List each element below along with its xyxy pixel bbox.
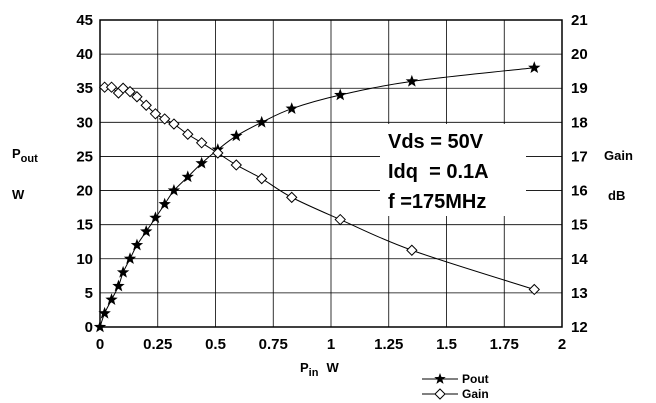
x-tick-label: 1.25 xyxy=(374,336,403,353)
x-tick-label: 1.5 xyxy=(436,336,457,353)
x-label-main: P xyxy=(300,360,309,375)
x-axis-ticks: 0 0.25 0.5 0.75 1 1.25 1.5 1.75 2 xyxy=(96,336,566,353)
gain-point xyxy=(140,99,152,111)
y-left-tick-label: 25 xyxy=(76,148,93,165)
pout-point xyxy=(167,184,181,196)
x-tick-label: 0 xyxy=(96,336,104,353)
pout-point xyxy=(116,265,130,278)
pout-point xyxy=(528,61,541,74)
pout-point xyxy=(334,88,347,101)
y-right-tick-label: 13 xyxy=(571,285,588,302)
annotation-idq: Idq = 0.1A xyxy=(388,161,489,183)
y-left-axis-ticks: 0 5 10 15 20 25 30 35 40 45 xyxy=(76,12,93,336)
gain-point xyxy=(168,118,180,130)
pout-point xyxy=(195,156,208,169)
y-right-tick-label: 20 xyxy=(571,46,588,63)
gain-point xyxy=(255,172,268,185)
y-left-tick-label: 45 xyxy=(76,12,93,29)
x-tick-label: 2 xyxy=(558,336,566,353)
pout-point xyxy=(130,238,144,251)
y-left-tick-label: 20 xyxy=(76,183,93,200)
y-left-tick-label: 40 xyxy=(76,46,93,63)
y-left-label-main: P xyxy=(12,146,21,161)
y-left-tick-label: 15 xyxy=(76,217,93,234)
y-left-tick-label: 30 xyxy=(76,114,93,131)
pout-point xyxy=(255,115,268,128)
y-left-tick-label: 5 xyxy=(85,285,93,302)
pout-point xyxy=(98,306,111,319)
plot-frame xyxy=(99,19,563,328)
x-tick-label: 1.75 xyxy=(490,336,519,353)
y-left-tick-label: 35 xyxy=(76,80,93,97)
gain-point xyxy=(182,128,194,140)
pout-point xyxy=(105,293,118,305)
y-right-tick-label: 12 xyxy=(571,319,588,336)
y-left-label-sub: out xyxy=(21,153,38,165)
y-right-tick-label: 16 xyxy=(571,183,588,200)
y-right-tick-label: 14 xyxy=(571,251,588,268)
y-left-axis-label: Pout xyxy=(12,146,38,165)
series-markers xyxy=(93,61,541,333)
pout-point xyxy=(230,129,243,142)
annotation-freq: f =175MHz xyxy=(388,191,486,213)
legend-star-icon xyxy=(434,373,446,384)
legend-gain-label: Gain xyxy=(462,387,489,401)
x-tick-label: 0.5 xyxy=(205,336,226,353)
x-tick-label: 0.75 xyxy=(259,336,288,353)
gain-point xyxy=(149,108,162,120)
gain-point xyxy=(158,113,171,125)
pout-point xyxy=(149,211,162,224)
pout-point xyxy=(112,279,125,292)
pout-point xyxy=(140,224,153,237)
gain-point xyxy=(230,159,242,171)
gain-point xyxy=(105,81,118,93)
gain-point xyxy=(334,213,346,226)
pout-point xyxy=(285,102,298,114)
y-left-tick-label: 0 xyxy=(85,319,93,336)
gain-point xyxy=(286,191,298,204)
y-right-tick-label: 19 xyxy=(571,80,588,97)
y-left-tick-label: 10 xyxy=(76,251,93,268)
gain-point xyxy=(528,283,540,296)
y-right-tick-label: 15 xyxy=(571,217,588,234)
y-right-axis-unit: dB xyxy=(608,188,625,203)
gain-point xyxy=(131,91,143,103)
x-tick-label: 1 xyxy=(327,336,335,353)
pout-point xyxy=(181,170,194,183)
annotation-box xyxy=(380,124,526,216)
y-right-tick-label: 17 xyxy=(571,148,588,165)
legend-diamond-icon xyxy=(434,388,446,400)
legend: Pout Gain xyxy=(422,372,489,401)
pout-point xyxy=(405,74,419,87)
x-tick-label: 0.25 xyxy=(143,336,172,353)
pout-point xyxy=(158,197,171,210)
pout-point xyxy=(123,252,137,265)
gain-point xyxy=(124,85,136,98)
gain-point xyxy=(406,244,418,256)
x-label-sub: in xyxy=(309,367,319,379)
gain-point xyxy=(212,147,224,159)
y-right-tick-label: 18 xyxy=(571,114,588,131)
x-axis-label: Pin W xyxy=(300,360,339,379)
y-left-axis-unit: W xyxy=(12,187,25,202)
legend-pout-label: Pout xyxy=(462,372,489,386)
pout-point xyxy=(93,320,107,333)
y-right-tick-label: 21 xyxy=(571,12,588,29)
gain-point xyxy=(195,137,208,149)
legend-pout-marker xyxy=(434,373,446,384)
y-right-axis-label: Gain xyxy=(604,148,633,163)
y-right-axis-ticks: 12 13 14 15 16 17 18 19 20 21 xyxy=(571,12,588,336)
x-label-unit: W xyxy=(326,360,339,375)
legend-gain-marker xyxy=(434,388,446,400)
annotation-vds: Vds = 50V xyxy=(388,131,484,153)
